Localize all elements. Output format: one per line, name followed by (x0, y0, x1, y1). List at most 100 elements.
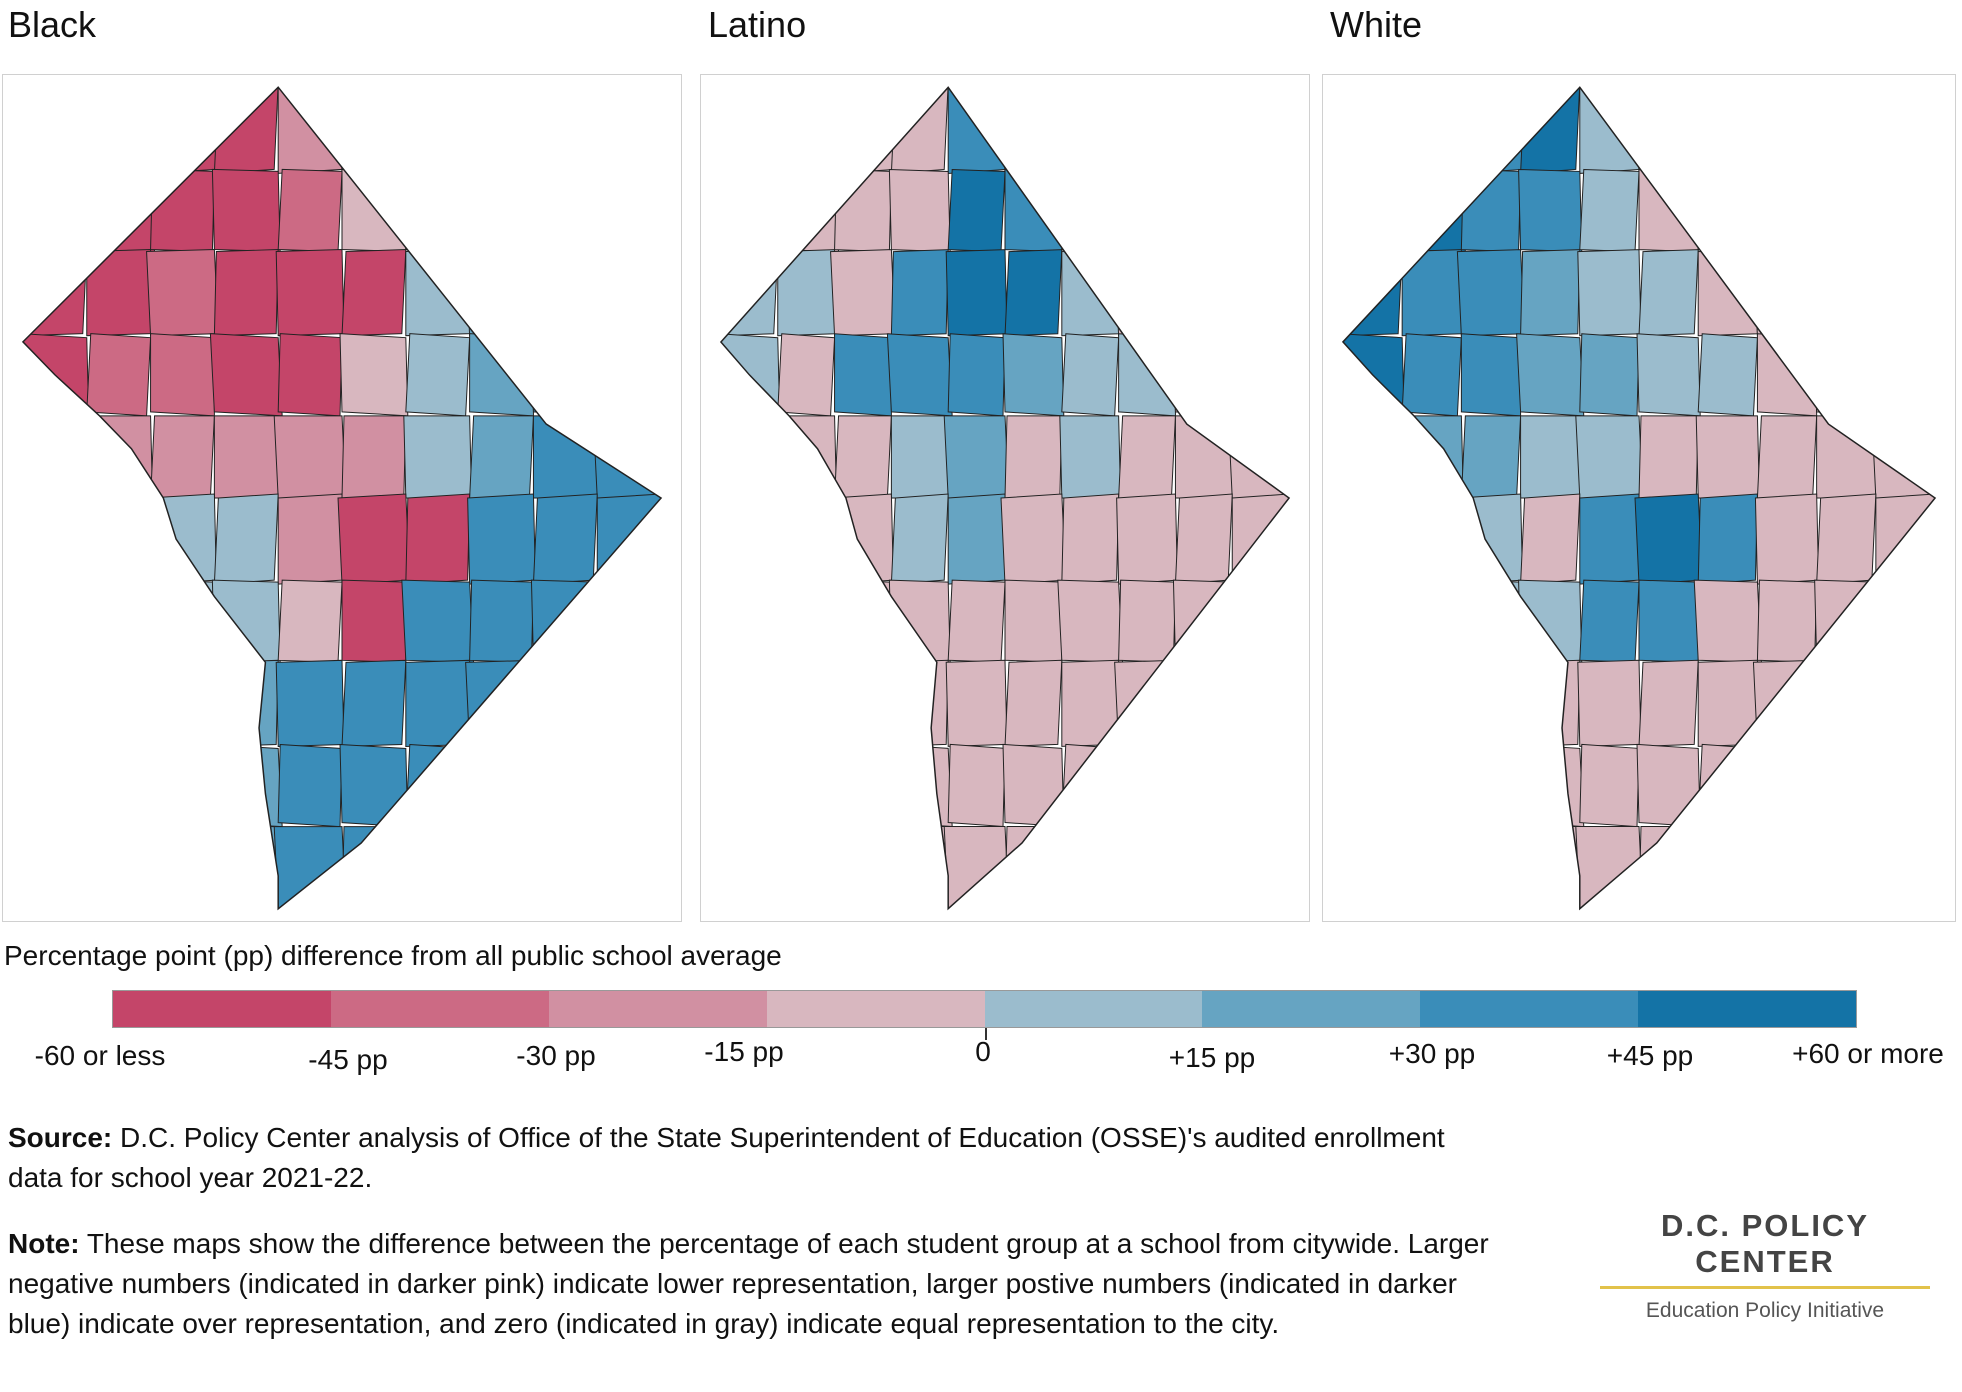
school-boundary-area (1057, 579, 1124, 663)
school-boundary-area (890, 493, 949, 585)
school-boundary-area (1401, 493, 1462, 585)
district-outline (719, 86, 1291, 911)
school-boundary-area (720, 659, 779, 747)
school-boundary-area (22, 826, 88, 909)
source-note: Source: D.C. Policy Center analysis of O… (8, 1118, 1498, 1198)
school-boundary-area (1004, 415, 1063, 499)
legend-label: -30 pp (516, 1040, 596, 1071)
school-boundary-area (341, 415, 407, 499)
school-boundary-area (1401, 249, 1462, 337)
school-boundary-area (886, 743, 953, 828)
school-boundary-area (469, 333, 534, 417)
school-boundary-area (1756, 579, 1818, 663)
school-boundary-area (1174, 826, 1233, 909)
school-boundary-area (1172, 168, 1235, 253)
legend-swatch (1420, 991, 1639, 1027)
school-boundary-area (209, 333, 283, 417)
school-boundary-area (596, 87, 662, 174)
school-boundary-area (1456, 249, 1526, 337)
school-boundary-area (530, 579, 600, 663)
school-boundary-area (1170, 333, 1237, 417)
school-boundary-area (1756, 743, 1818, 828)
school-boundary-area (1401, 659, 1462, 747)
school-boundary-area (1227, 826, 1290, 909)
school-boundary-area (1871, 826, 1936, 909)
school-boundary-area (401, 168, 475, 253)
school-boundary-area (1174, 659, 1233, 747)
legend-title: Percentage point (pp) difference from al… (4, 940, 782, 971)
school-boundary-area (1516, 333, 1585, 417)
school-boundary-area (592, 826, 662, 909)
school-boundary-area (213, 415, 279, 499)
school-boundary-area (1114, 659, 1180, 747)
school-boundary-area (82, 579, 156, 663)
school-boundary-area (1638, 826, 1699, 909)
map-title-latino: Latino (708, 4, 807, 45)
school-boundary-area (1059, 826, 1122, 909)
school-boundary-area (1695, 415, 1760, 499)
school-boundary-area (1118, 415, 1176, 499)
school-boundary-area (86, 659, 152, 747)
school-boundary-area (1342, 743, 1405, 828)
school-boundary-area (465, 659, 538, 747)
school-boundary-area (1118, 579, 1176, 663)
school-boundary-area (1579, 333, 1640, 417)
school-boundary-area (1342, 415, 1403, 499)
school-boundary-area (720, 743, 781, 828)
map-panel-white (1322, 74, 1956, 922)
school-boundary-area (213, 249, 279, 337)
school-boundary-area (1397, 168, 1466, 253)
legend-label: +60 or more (1792, 1038, 1944, 1069)
school-boundary-area (1061, 743, 1120, 828)
source-text: D.C. Policy Center analysis of Office of… (8, 1122, 1445, 1193)
school-boundary-area (275, 659, 345, 747)
map-title-white: White (1330, 4, 1423, 45)
school-boundary-area (720, 168, 779, 253)
school-boundary-area (1116, 87, 1178, 175)
school-boundary-area (890, 826, 949, 909)
school-boundary-area (405, 743, 471, 828)
school-boundary-area (1812, 333, 1881, 417)
school-boundary-area (720, 493, 783, 585)
school-boundary-area (1638, 579, 1699, 663)
legend-label: +30 pp (1388, 1038, 1476, 1069)
school-boundary-area (1756, 415, 1818, 499)
school-boundary-area (888, 168, 951, 253)
school-boundary-area (467, 87, 536, 174)
school-boundary-area (22, 579, 88, 663)
legend-swatch (1202, 991, 1421, 1027)
legend-zero-tick (985, 1028, 987, 1040)
school-boundary-area (1399, 415, 1464, 499)
school-boundary-area (1460, 743, 1522, 828)
school-boundary-area (592, 415, 662, 499)
school-boundary-area (720, 415, 779, 499)
school-boundary-area (834, 415, 892, 499)
school-boundary-area (1695, 826, 1760, 909)
legend-label: 0 (975, 1036, 991, 1067)
school-boundary-area (528, 333, 602, 417)
school-boundary-area (1752, 249, 1822, 337)
school-boundary-area (947, 743, 1006, 828)
school-boundary-area (1636, 333, 1701, 417)
school-boundary-area (1816, 415, 1877, 499)
school-boundary-area (1814, 579, 1879, 663)
school-boundary-area (594, 659, 662, 747)
school-boundary-area (1756, 333, 1818, 417)
school-boundary-area (1520, 659, 1581, 747)
school-boundary-area (1002, 743, 1065, 828)
school-boundary-area (532, 826, 598, 909)
school-boundary-area (148, 493, 217, 585)
school-boundary-area (888, 579, 951, 663)
school-boundary-area (86, 333, 152, 417)
school-boundary-area (211, 579, 281, 663)
school-boundary-area (1458, 493, 1524, 585)
school-boundary-area (832, 493, 894, 585)
school-boundary-area (1697, 333, 1758, 417)
school-boundary-area (1118, 168, 1176, 253)
school-boundary-area (1875, 168, 1936, 253)
district-outline (1341, 86, 1937, 911)
school-boundary-area (213, 826, 279, 909)
school-boundary-area (341, 579, 407, 663)
school-boundary-area (469, 168, 534, 253)
school-boundary-area (1342, 87, 1407, 174)
